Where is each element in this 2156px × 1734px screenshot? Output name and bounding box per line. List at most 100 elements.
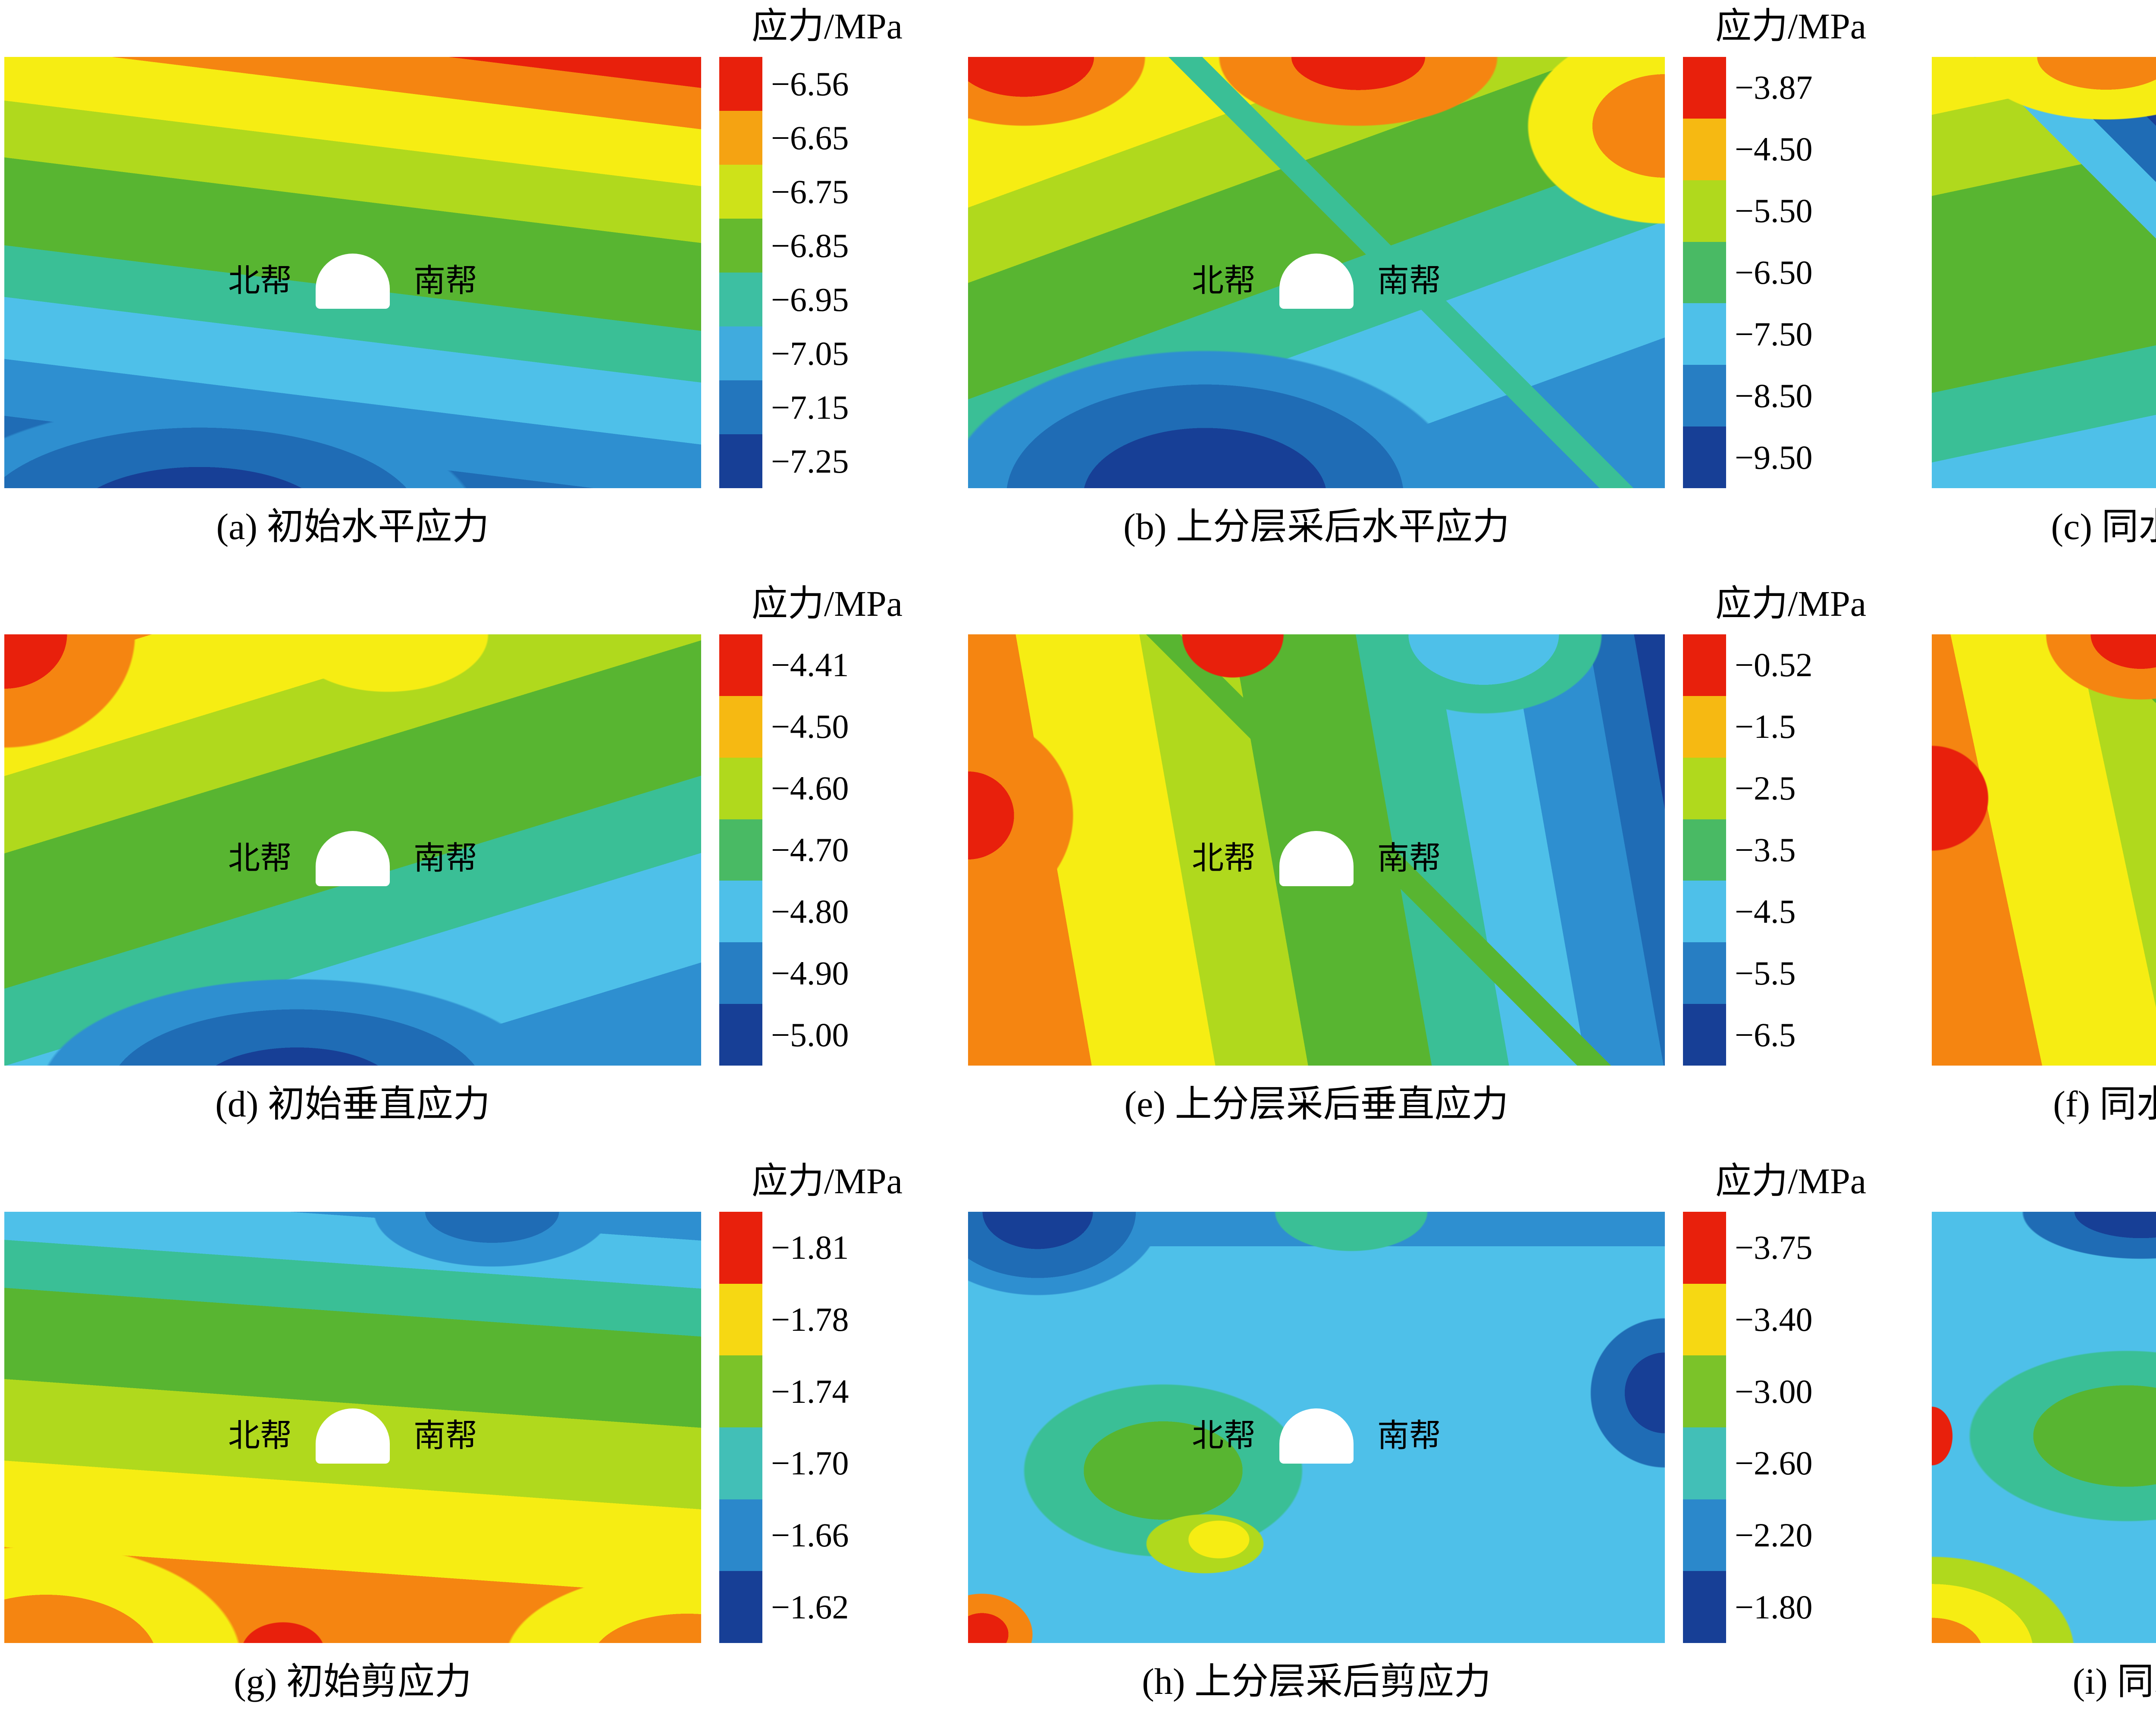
- caption-b: (b) 上分层采后水平应力: [1123, 506, 1510, 547]
- colorbar-tick-label: −5.50: [1735, 192, 1813, 230]
- colorbar-segment: [719, 111, 762, 165]
- colorbar-segment: [719, 1571, 762, 1643]
- panel-body-i: 北帮 南帮 应力/MPa −3.49−3.20−2.80−2.40−2.00−1…: [1932, 1212, 2156, 1643]
- colorbar-tick-labels: −0.52 −1.5 −2.5 −3.5 −4.5 −5.5 −6.5: [1735, 634, 1866, 1066]
- contour-plot-f: 北帮 南帮: [1932, 634, 2156, 1066]
- colorbar-tick-labels: −3.75 −3.40 −3.00 −2.60 −2.20 −1.80: [1735, 1212, 1866, 1643]
- colorbar: [1683, 1212, 1726, 1643]
- colorbar-segment: [719, 219, 762, 273]
- caption-a: (a) 初始水平应力: [216, 506, 489, 547]
- colorbar-segment: [719, 881, 762, 943]
- colorbar-tick-label: −7.50: [1735, 315, 1813, 353]
- panel-body-h: 北帮 南帮 应力/MPa −3.75 −3.40 −3.00 −2.60 −2.20 −1…: [968, 1163, 1880, 1643]
- colorbar-segment: [1683, 1004, 1726, 1066]
- colorbar-segment: [719, 942, 762, 1004]
- panel-body-f: 北帮 南帮 应力/MPa −0.3−1.0−2.0−3.0−4.0−5.0−6.…: [1932, 634, 2156, 1066]
- colorbar-segment: [719, 273, 762, 326]
- panel-i: 北帮 南帮 应力/MPa −3.49−3.20−2.80−2.40−2.00−1…: [1932, 1161, 2156, 1725]
- colorbar-tick-label: −4.41: [771, 646, 849, 684]
- legend-title: 应力/MPa: [751, 584, 903, 624]
- colorbar-tick-labels: −4.41 −4.50 −4.60 −4.70 −4.80 −4.90 −5.00: [771, 634, 903, 1066]
- legend-title: 应力/MPa: [751, 1161, 903, 1201]
- colorbar: [719, 57, 762, 488]
- tunnel-group: 北帮 南帮: [228, 1408, 477, 1464]
- colorbar-tick-label: −1.81: [771, 1229, 849, 1267]
- colorbar-tick-label: −1.70: [771, 1444, 849, 1482]
- north-side-label: 北帮: [1192, 841, 1256, 876]
- colorbar-segment: [719, 1283, 762, 1356]
- colorbar-tick-label: −4.60: [771, 769, 849, 807]
- colorbar-tick-label: −1.80: [1735, 1588, 1813, 1626]
- colorbar-segment: [1683, 303, 1726, 365]
- colorbar-legend-b: 应力/MPa −3.87 −4.50 −5.50 −6.50 −7.50 −8.50 −9.…: [1683, 9, 1866, 489]
- colorbar-tick-label: −1.62: [771, 1588, 849, 1626]
- colorbar-segment: [1683, 426, 1726, 489]
- panel-body-b: 北帮 南帮 应力/MPa −3.87 −4.50 −5.50 −6.50 −7.50 −8…: [968, 9, 1880, 489]
- south-side-label: 南帮: [1377, 1418, 1441, 1454]
- colorbar-segment: [1683, 118, 1726, 180]
- panel-e: 北帮 南帮 应力/MPa −0.52 −1.5 −2.5 −3.5 −4.5 −5.5 −6…: [968, 583, 1880, 1148]
- south-side-label: 南帮: [414, 1418, 477, 1454]
- colorbar-tick-label: −5.5: [1735, 954, 1796, 992]
- contour-plot-c: 北帮 南帮: [1932, 57, 2156, 488]
- colorbar-tick-label: −4.50: [771, 708, 849, 746]
- tunnel-group: 北帮 南帮: [1192, 254, 1441, 309]
- tunnel-group: 北帮 南帮: [228, 254, 477, 309]
- colorbar-tick-label: −5.00: [771, 1016, 849, 1054]
- colorbar-segment: [1683, 1283, 1726, 1356]
- tunnel-group: 北帮 南帮: [1192, 1408, 1441, 1464]
- colorbar-tick-label: −2.5: [1735, 769, 1796, 807]
- colorbar-segment: [719, 165, 762, 219]
- colorbar-segment: [719, 819, 762, 881]
- colorbar-segment: [1683, 696, 1726, 758]
- colorbar-tick-label: −6.85: [771, 226, 849, 264]
- tunnel-opening: [316, 254, 390, 309]
- colorbar-segment: [1683, 1427, 1726, 1499]
- south-side-label: 南帮: [414, 263, 477, 299]
- contour-plot-a: 北帮 南帮: [4, 57, 701, 488]
- colorbar-tick-label: −3.00: [1735, 1372, 1813, 1410]
- colorbar-segment: [719, 380, 762, 434]
- colorbar-segment: [1683, 365, 1726, 427]
- legend-title: 应力/MPa: [1715, 584, 1866, 624]
- north-side-label: 北帮: [1192, 1418, 1256, 1454]
- contour-plot-e: 北帮 南帮: [968, 634, 1665, 1066]
- caption-d: (d) 初始垂直应力: [215, 1083, 490, 1125]
- legend-title: 应力/MPa: [1715, 6, 1866, 47]
- colorbar-segment: [719, 634, 762, 696]
- colorbar-tick-label: −1.74: [771, 1372, 849, 1410]
- caption-f: (f) 同水平煤层采后垂直应力: [2053, 1083, 2156, 1125]
- caption-i: (i) 同水平煤层采后剪应力: [2072, 1661, 2156, 1702]
- panel-g: 北帮 南帮 应力/MPa −1.81 −1.78 −1.74 −1.70 −1.66 −1…: [4, 1161, 916, 1725]
- colorbar-tick-label: −8.50: [1735, 376, 1813, 414]
- colorbar-tick-label: −0.52: [1735, 646, 1813, 684]
- colorbar-legend-g: 应力/MPa −1.81 −1.78 −1.74 −1.70 −1.66 −1.62: [719, 1163, 903, 1643]
- tunnel-opening: [1279, 831, 1354, 886]
- colorbar-segment: [1683, 819, 1726, 881]
- colorbar-tick-label: −4.70: [771, 831, 849, 869]
- colorbar-tick-label: −1.5: [1735, 708, 1796, 746]
- north-side-label: 北帮: [228, 1418, 292, 1454]
- colorbar-legend-d: 应力/MPa −4.41 −4.50 −4.60 −4.70 −4.80 −4.90 −5.…: [719, 586, 903, 1066]
- colorbar-segment: [1683, 1499, 1726, 1571]
- colorbar-tick-label: −4.80: [771, 892, 849, 930]
- colorbar-tick-label: −2.60: [1735, 1444, 1813, 1482]
- tunnel-group: 北帮 南帮: [228, 831, 477, 886]
- colorbar-tick-label: −6.50: [1735, 254, 1813, 291]
- tunnel-group: 北帮 南帮: [1192, 831, 1441, 886]
- colorbar-tick-label: −3.87: [1735, 69, 1813, 107]
- panel-body-g: 北帮 南帮 应力/MPa −1.81 −1.78 −1.74 −1.70 −1.66 −1…: [4, 1163, 916, 1643]
- caption-c: (c) 同水平煤层采后水平应力: [2051, 506, 2156, 547]
- caption-g: (g) 初始剪应力: [234, 1661, 472, 1702]
- colorbar-tick-labels: −6.56 −6.65 −6.75 −6.85 −6.95 −7.05 −7.15 −7.25: [771, 57, 903, 488]
- caption-e: (e) 上分层采后垂直应力: [1124, 1083, 1509, 1125]
- colorbar-segment: [719, 757, 762, 819]
- colorbar-tick-label: −6.75: [771, 172, 849, 210]
- colorbar-segment: [1683, 1571, 1726, 1643]
- colorbar-segment: [1683, 241, 1726, 304]
- panel-c: 北帮 南帮 应力/MPa −2.92−3.50−4.50−5.50−6.50−7…: [1932, 6, 2156, 571]
- north-side-label: 北帮: [228, 263, 292, 299]
- tunnel-opening: [1279, 1408, 1354, 1464]
- panel-body-a: 北帮 南帮 应力/MPa −6.56 −6.65 −6.75 −6.85 −6.95 −7…: [4, 9, 916, 488]
